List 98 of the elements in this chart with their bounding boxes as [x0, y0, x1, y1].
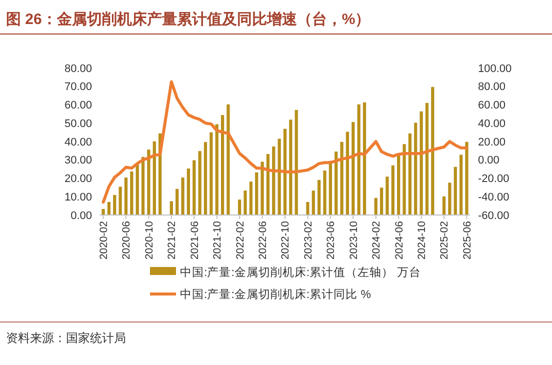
y2-tick-label: -20.00 [478, 173, 510, 186]
bar [102, 208, 105, 215]
bar [124, 178, 128, 215]
y-tick-label: 70.00 [64, 81, 92, 94]
x-tick-label: 2021-10 [212, 220, 224, 260]
y2-tick-label: -40.00 [478, 191, 510, 204]
bar [152, 141, 156, 215]
bar [289, 120, 292, 215]
bar [147, 150, 150, 215]
x-tick-label: 2024-02 [370, 220, 383, 260]
x-tick-label: 2020-06 [120, 220, 133, 260]
x-tick-label: 2022-10 [280, 220, 292, 260]
y-tick-label: 60.00 [64, 100, 92, 112]
line-series [102, 80, 468, 204]
bar [244, 190, 247, 215]
bar [238, 200, 242, 215]
bar [448, 182, 452, 215]
bar [346, 132, 350, 215]
bar [272, 146, 276, 215]
chart-title: 图 26：金属切削机床产量累计值及同比增速（台，%） [6, 10, 370, 28]
bar [170, 201, 173, 215]
bar [210, 132, 213, 215]
bar [391, 165, 394, 215]
bar [442, 196, 446, 215]
x-tick-label: 2021-02 [166, 220, 178, 260]
x-tick-label: 2020-02 [98, 220, 110, 260]
bar [362, 102, 366, 215]
bar [198, 151, 202, 215]
x-tick-label: 2022-02 [234, 220, 246, 260]
bar [397, 154, 400, 215]
bar [107, 202, 111, 215]
bar [318, 180, 321, 215]
bar [294, 110, 298, 215]
bar [255, 172, 258, 215]
y2-tick-label: 0.00 [478, 154, 500, 167]
x-tick-label: 2023-10 [348, 220, 360, 260]
bar [249, 182, 252, 215]
x-tick-label: 2025-02 [438, 220, 451, 260]
bar [357, 104, 360, 215]
y-tick-label: 80.00 [64, 62, 92, 75]
y-tick-label: 30.00 [64, 154, 92, 167]
y2-tick-label: 20.00 [478, 136, 506, 148]
x-tick-label: 2020-10 [143, 220, 156, 260]
bar [374, 198, 378, 215]
bar [130, 171, 134, 215]
bar [306, 202, 310, 215]
bar [136, 164, 139, 215]
x-tick-label: 2025-06 [461, 220, 474, 260]
x-tick-label: 2023-02 [302, 220, 314, 260]
y2-tick-label: 100.00 [478, 62, 512, 75]
bar [312, 190, 315, 215]
bar [113, 194, 116, 215]
bar [260, 162, 264, 215]
x-tick-label: 2021-06 [188, 220, 201, 260]
bar [408, 133, 412, 215]
x-tick-label: 2023-06 [325, 220, 338, 260]
legend-label: 中国:产量:金属切削机床:累计同比 % [180, 287, 372, 302]
bar [192, 160, 196, 215]
bar [386, 176, 389, 215]
bar [414, 122, 418, 215]
x-tick-label: 2024-06 [393, 220, 406, 260]
bar [283, 128, 287, 215]
bar [352, 122, 355, 215]
bar [334, 152, 338, 215]
bar [425, 102, 429, 215]
y-tick-label: 10.00 [64, 191, 92, 204]
y-tick-label: 40.00 [64, 136, 92, 148]
bar [323, 170, 326, 215]
y-tick-label: 20.00 [64, 173, 92, 186]
bar [186, 168, 190, 215]
bar [465, 142, 468, 215]
bar [215, 124, 218, 215]
bar [459, 154, 463, 215]
y-tick-label: 50.00 [64, 118, 92, 130]
bar [204, 142, 208, 215]
text: 资料来源：国家统计局 [6, 331, 126, 345]
bar [118, 186, 122, 215]
bar [402, 144, 406, 215]
bar [220, 115, 224, 215]
bar [176, 188, 179, 215]
bar [431, 86, 434, 215]
bar [141, 156, 145, 215]
bar [454, 166, 457, 215]
bar [340, 142, 344, 215]
bar [181, 178, 184, 215]
y2-tick-label: 80.00 [478, 81, 506, 94]
y2-tick-label: 40.00 [478, 118, 506, 130]
bar [278, 138, 281, 215]
y2-tick-label: 60.00 [478, 100, 506, 112]
y2-tick-label: -60.00 [478, 210, 510, 222]
bar [420, 111, 423, 215]
y-tick-label: 0.00 [70, 210, 92, 222]
bar [380, 188, 384, 215]
x-tick-label: 2024-10 [416, 220, 428, 260]
x-tick-label: 2022-06 [256, 220, 269, 260]
bar [226, 104, 230, 215]
legend-label: 中国:产量:金属切削机床:累计值（左轴） 万台 [180, 265, 421, 280]
bar [266, 154, 270, 215]
